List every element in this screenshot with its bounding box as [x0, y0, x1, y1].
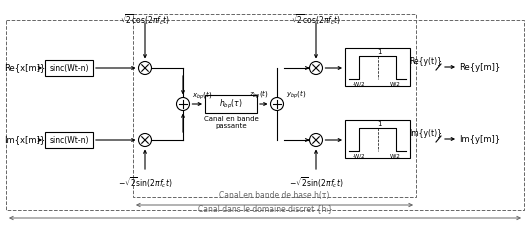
Text: Im{x[m]}: Im{x[m]} [4, 136, 45, 144]
Text: Canal en bande de base h(τ): Canal en bande de base h(τ) [219, 191, 330, 200]
Circle shape [138, 134, 152, 146]
Circle shape [138, 61, 152, 75]
Text: $z_{bp}(t)$: $z_{bp}(t)$ [249, 89, 269, 101]
Bar [45, 132, 93, 148]
Text: Re{y[m]}: Re{y[m]} [459, 62, 500, 72]
Text: sinc(Wt-n): sinc(Wt-n) [49, 64, 89, 73]
Text: $-\sqrt{2}\mathrm{sin}\left(2\pi f_c t\right)$: $-\sqrt{2}\mathrm{sin}\left(2\pi f_c t\r… [289, 175, 343, 190]
Text: passante: passante [215, 123, 247, 129]
Text: $x_{bp}(t)$: $x_{bp}(t)$ [191, 90, 212, 102]
Circle shape [310, 61, 322, 75]
Text: W/2: W/2 [390, 153, 401, 158]
Text: 1: 1 [377, 121, 382, 127]
Text: 1: 1 [377, 49, 382, 55]
Text: $h_{bp}(\tau)$: $h_{bp}(\tau)$ [219, 98, 243, 111]
Circle shape [270, 98, 284, 110]
Text: sinc(Wt-n): sinc(Wt-n) [49, 136, 89, 144]
Text: Canal en bande: Canal en bande [204, 116, 259, 122]
Bar [345, 48, 410, 86]
Text: $\sqrt{2}\mathrm{cos}\left(2\pi f_c t\right)$: $\sqrt{2}\mathrm{cos}\left(2\pi f_c t\ri… [291, 12, 341, 27]
Text: -W/2: -W/2 [353, 81, 366, 86]
Text: Re{y(t)}: Re{y(t)} [409, 57, 442, 66]
Text: Re{x[m]}: Re{x[m]} [4, 64, 45, 73]
Text: Canal dans le domaine discret {hₗ}: Canal dans le domaine discret {hₗ} [198, 204, 332, 213]
Text: Im{y[m]}: Im{y[m]} [459, 135, 500, 143]
Text: W/2: W/2 [390, 81, 401, 86]
Text: Im{y(t)}: Im{y(t)} [409, 129, 442, 138]
Text: $\sqrt{2}\mathrm{cos}\left(2\pi f_c t\right)$: $\sqrt{2}\mathrm{cos}\left(2\pi f_c t\ri… [120, 12, 170, 27]
Text: $y_{bp}(t)$: $y_{bp}(t)$ [286, 89, 306, 101]
Text: $-\sqrt{2}\mathrm{sin}\left(2\pi f_c t\right)$: $-\sqrt{2}\mathrm{sin}\left(2\pi f_c t\r… [118, 175, 172, 190]
Bar [133, 14, 416, 197]
Text: -W/2: -W/2 [353, 153, 366, 158]
Circle shape [310, 134, 322, 146]
Circle shape [176, 98, 190, 110]
Bar [45, 60, 93, 76]
Bar [345, 120, 410, 158]
Bar [205, 95, 257, 113]
Bar [6, 20, 524, 210]
